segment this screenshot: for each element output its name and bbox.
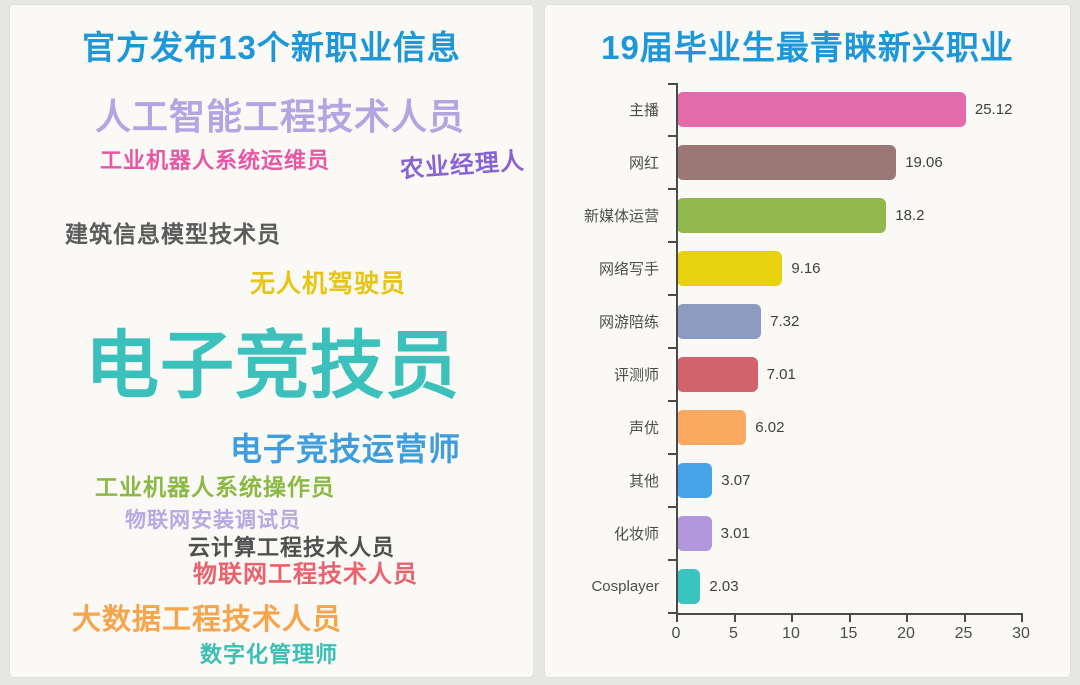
y-axis-tick <box>668 506 678 508</box>
value-label: 3.01 <box>720 525 750 542</box>
y-axis-tick <box>668 135 678 137</box>
x-axis-tick-label: 10 <box>782 625 800 642</box>
bar <box>677 357 758 392</box>
x-axis-tick <box>848 615 851 622</box>
value-label: 18.2 <box>895 207 925 224</box>
bar-track: 19.06 <box>677 136 1022 189</box>
bar-row: 评测师 7.01 <box>563 348 1055 401</box>
word-cloud-term: 物联网工程技术人员 <box>193 561 418 588</box>
word-cloud-term: 工业机器人系统运维员 <box>100 148 331 173</box>
bar-rows: 主播 25.12 网红 19.06 新媒体运营 18.2 网络写手 9.16 网游陪练 7.32 评… <box>563 83 1055 613</box>
x-axis-tick-label: 15 <box>839 625 858 642</box>
bar <box>677 92 966 127</box>
word-cloud-term: 人工智能工程技术人员 <box>95 96 466 137</box>
x-axis-line <box>676 613 1023 615</box>
value-label: 9.16 <box>791 260 821 277</box>
bar-track: 3.01 <box>677 507 1022 560</box>
word-cloud: 人工智能工程技术人员工业机器人系统运维员 农业经理人建筑信息模型技术员无人机驾驶员… <box>10 5 533 677</box>
category-label: 网络写手 <box>598 261 659 278</box>
x-axis-tick <box>1021 615 1023 622</box>
word-cloud-title: 官方发布13个新职业信息 <box>82 29 461 66</box>
bar <box>677 145 897 180</box>
bar-track: 7.32 <box>677 295 1022 348</box>
bar-track: 18.2 <box>677 189 1022 242</box>
category-label: 新媒体运营 <box>583 208 659 225</box>
category-label: 主播 <box>628 102 659 119</box>
bar-track: 7.01 <box>677 348 1022 401</box>
word-cloud-panel: 官方发布13个新职业信息 人工智能工程技术人员工业机器人系统运维员 农业经理人建筑… <box>10 5 533 677</box>
word-cloud-term: 建筑信息模型技术员 <box>65 221 281 247</box>
y-axis-tick <box>668 241 678 243</box>
bar-row: Cosplayer 2.03 <box>563 560 1055 613</box>
category-label: 声优 <box>628 420 659 437</box>
y-axis-tick <box>668 612 678 614</box>
word-cloud-term: 数字化管理师 <box>200 642 339 667</box>
word-cloud-term: 工业机器人系统操作员 <box>95 474 335 500</box>
category-label: 网游陪练 <box>598 314 659 331</box>
bar-row: 网游陪练 7.32 <box>563 295 1055 348</box>
x-axis-tick-label: 20 <box>897 625 915 642</box>
word-cloud-term: 物联网安装调试员 <box>125 509 301 532</box>
x-axis-tick <box>906 615 908 622</box>
y-axis-tick <box>668 83 678 85</box>
bar-row: 新媒体运营 18.2 <box>563 189 1055 242</box>
bar <box>677 198 887 233</box>
value-label: 19.06 <box>905 154 943 171</box>
x-axis-tick-label: 5 <box>729 625 738 642</box>
bar-track: 3.07 <box>677 454 1022 507</box>
bar-track: 2.03 <box>677 560 1022 613</box>
bar <box>677 304 762 339</box>
word-cloud-term: 云计算工程技术人员 <box>188 535 396 560</box>
bar <box>677 516 712 551</box>
value-label: 3.07 <box>721 472 751 489</box>
bar-chart-panel: 19届毕业生最青睐新兴职业 主播 25.12 网红 19.06 新媒体运营 18.2 网络写… <box>545 5 1070 677</box>
x-axis-tick <box>963 615 966 622</box>
value-label: 25.12 <box>974 101 1013 118</box>
bar <box>677 251 783 286</box>
bar-row: 其他 3.07 <box>563 454 1055 507</box>
x-axis-tick-label: 30 <box>1012 625 1030 642</box>
bar-row: 化妆师 3.01 <box>563 507 1055 560</box>
bar-track: 25.12 <box>677 83 1022 136</box>
bar-row: 网络写手 9.16 <box>563 242 1055 295</box>
category-label: Cosplayer <box>591 578 659 595</box>
bar-row: 声优 6.02 <box>563 401 1055 454</box>
bar-row: 主播 25.12 <box>563 83 1055 136</box>
category-label: 其他 <box>628 473 659 490</box>
value-label: 7.01 <box>766 366 796 383</box>
bar <box>677 569 701 604</box>
bar-track: 6.02 <box>677 401 1022 454</box>
y-axis-tick <box>668 400 678 402</box>
x-axis-tick <box>791 615 793 622</box>
y-axis-tick <box>668 453 678 455</box>
y-axis-tick <box>668 559 678 561</box>
word-cloud-term: 大数据工程技术人员 <box>72 604 343 636</box>
y-axis-tick <box>668 294 678 296</box>
word-cloud-term: 电子竞技运营师 <box>230 431 462 467</box>
bar-track: 9.16 <box>677 242 1022 295</box>
x-axis-tick-label: 0 <box>671 625 681 642</box>
word-cloud-term: 无人机驾驶员 <box>250 270 407 298</box>
y-axis-tick <box>668 347 678 349</box>
bar <box>677 410 747 445</box>
value-label: 2.03 <box>709 578 739 595</box>
category-label: 网红 <box>628 155 659 172</box>
word-cloud-term: 电子竞技员 <box>85 324 460 407</box>
value-label: 6.02 <box>755 419 785 436</box>
x-axis-tick-label: 25 <box>954 625 973 642</box>
x-axis-tick <box>676 615 678 622</box>
bar <box>677 463 713 498</box>
value-label: 7.32 <box>770 313 800 330</box>
category-label: 化妆师 <box>613 526 659 543</box>
bar-chart-title: 19届毕业生最青睐新兴职业 <box>601 29 1014 66</box>
category-label: 评测师 <box>613 367 659 384</box>
word-cloud-term: 农业经理人 <box>399 147 526 184</box>
bar-row: 网红 19.06 <box>563 136 1055 189</box>
x-axis-tick <box>733 615 736 622</box>
bar-chart: 主播 25.12 网红 19.06 新媒体运营 18.2 网络写手 9.16 网游陪练 7.32 评… <box>563 83 1055 658</box>
y-axis-tick <box>668 188 678 190</box>
